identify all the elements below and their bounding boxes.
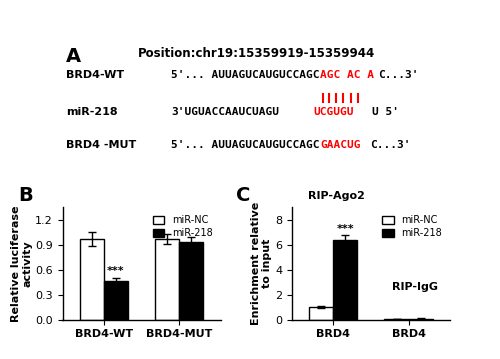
Bar <box>334 241 357 320</box>
Text: BRD4-WT: BRD4-WT <box>66 70 124 80</box>
Text: A: A <box>66 47 82 66</box>
Legend: miR-NC, miR-218: miR-NC, miR-218 <box>150 212 216 241</box>
Text: C...3': C...3' <box>378 70 419 80</box>
Bar <box>104 281 128 320</box>
Text: C...3': C...3' <box>370 140 411 150</box>
Bar <box>408 319 432 320</box>
Text: 3'UGUACCAAUCUAGU: 3'UGUACCAAUCUAGU <box>171 107 279 117</box>
Text: C: C <box>236 186 251 205</box>
Text: ***: *** <box>107 266 125 275</box>
Text: AGC AC A: AGC AC A <box>320 70 374 80</box>
Bar <box>384 319 408 320</box>
Bar <box>179 242 204 320</box>
Legend: miR-NC, miR-218: miR-NC, miR-218 <box>379 212 445 241</box>
Text: miR-218: miR-218 <box>66 107 118 117</box>
Bar <box>80 239 104 320</box>
Text: 5'... AUUAGUCAUGUCCAGC: 5'... AUUAGUCAUGUCCAGC <box>171 140 320 150</box>
Bar <box>309 307 334 320</box>
Text: B: B <box>18 186 33 205</box>
Text: ***: *** <box>336 224 354 234</box>
Text: Position:chr19:15359919-15359944: Position:chr19:15359919-15359944 <box>138 47 375 60</box>
Text: GAACUG: GAACUG <box>320 140 360 150</box>
Y-axis label: Relative luciferase
activity: Relative luciferase activity <box>10 205 32 322</box>
Text: UCGUGU: UCGUGU <box>314 107 354 117</box>
Text: BRD4 -MUT: BRD4 -MUT <box>66 140 136 150</box>
Text: 5'... AUUAGUCAUGUCCAGC: 5'... AUUAGUCAUGUCCAGC <box>171 70 320 80</box>
Y-axis label: Enrichment relative
to input: Enrichment relative to input <box>250 202 272 325</box>
Text: RIP-IgG: RIP-IgG <box>392 281 438 292</box>
Bar <box>155 239 179 320</box>
Text: U 5': U 5' <box>372 107 400 117</box>
Text: RIP-Ago2: RIP-Ago2 <box>308 191 364 201</box>
